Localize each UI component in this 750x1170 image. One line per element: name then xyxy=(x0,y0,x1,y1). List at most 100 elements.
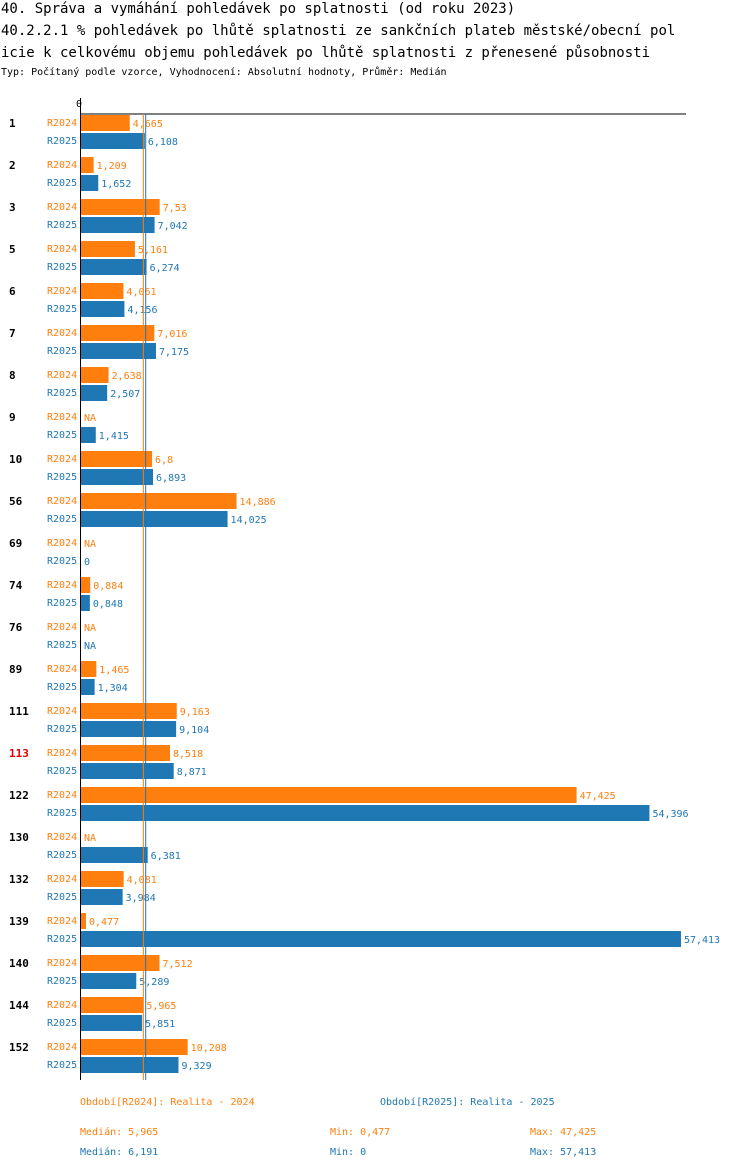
category-label-111: 111 xyxy=(9,705,29,718)
value-label-r2025-130: 6,381 xyxy=(151,851,181,862)
series-label-r2024-74: R2024 xyxy=(47,580,77,591)
bar-r2025-140 xyxy=(81,973,137,989)
category-label-152: 152 xyxy=(9,1041,29,1054)
series-label-r2025-139: R2025 xyxy=(47,934,77,945)
bar-r2025-1 xyxy=(81,133,145,149)
series-label-r2024-132: R2024 xyxy=(47,874,77,885)
bar-r2025-113 xyxy=(81,763,174,779)
category-label-56: 56 xyxy=(9,495,23,508)
category-label-10: 10 xyxy=(9,453,22,466)
chart-subtitle: Typ: Počítaný podle vzorce, Vyhodnocení:… xyxy=(1,67,447,78)
bar-r2024-2 xyxy=(81,157,94,173)
series-label-r2024-144: R2024 xyxy=(47,1000,77,1011)
value-label-r2024-122: 47,425 xyxy=(580,791,616,802)
category-label-2: 2 xyxy=(9,159,16,172)
series-label-r2025-1: R2025 xyxy=(47,136,77,147)
category-label-3: 3 xyxy=(9,201,16,214)
max-r2024: Max: 47,425 xyxy=(530,1127,597,1138)
series-label-r2025-111: R2025 xyxy=(47,724,77,735)
value-label-r2024-6: 4,061 xyxy=(126,287,156,298)
series-label-r2025-74: R2025 xyxy=(47,598,77,609)
bar-r2024-5 xyxy=(81,241,135,257)
series-label-r2024-152: R2024 xyxy=(47,1042,77,1053)
series-label-r2024-6: R2024 xyxy=(47,286,77,297)
bar-r2024-144 xyxy=(81,997,144,1013)
series-label-r2025-5: R2025 xyxy=(47,262,77,273)
value-label-r2025-7: 7,175 xyxy=(159,347,189,358)
bar-r2025-89 xyxy=(81,679,95,695)
series-label-r2024-1: R2024 xyxy=(47,118,77,129)
series-label-r2024-56: R2024 xyxy=(47,496,77,507)
value-label-r2025-144: 5,851 xyxy=(145,1019,175,1030)
value-label-r2024-130: NA xyxy=(84,833,96,844)
value-label-r2024-74: 0,884 xyxy=(93,581,123,592)
category-label-89: 89 xyxy=(9,663,22,676)
series-label-r2025-8: R2025 xyxy=(47,388,77,399)
bar-r2024-6 xyxy=(81,283,124,299)
value-label-r2025-69: 0 xyxy=(84,557,90,568)
bar-r2025-130 xyxy=(81,847,148,863)
legend-r2024: Období[R2024]: Realita - 2024 xyxy=(80,1097,255,1108)
bar-r2025-132 xyxy=(81,889,123,905)
value-label-r2025-74: 0,848 xyxy=(93,599,123,610)
category-label-122: 122 xyxy=(9,789,29,802)
series-label-r2025-113: R2025 xyxy=(47,766,77,777)
series-label-r2025-7: R2025 xyxy=(47,346,77,357)
bar-r2025-5 xyxy=(81,259,147,275)
legend-r2025: Období[R2025]: Realita - 2025 xyxy=(380,1097,555,1108)
bar-r2024-7 xyxy=(81,325,155,341)
series-label-r2024-7: R2024 xyxy=(47,328,77,339)
category-label-7: 7 xyxy=(9,327,16,340)
value-label-r2025-6: 4,156 xyxy=(127,305,157,316)
series-label-r2024-113: R2024 xyxy=(47,748,77,759)
max-r2025: Max: 57,413 xyxy=(530,1147,597,1158)
value-label-r2025-122: 54,396 xyxy=(652,809,688,820)
series-label-r2024-140: R2024 xyxy=(47,958,77,969)
bar-r2025-3 xyxy=(81,217,155,233)
series-label-r2025-130: R2025 xyxy=(47,850,77,861)
series-label-r2024-122: R2024 xyxy=(47,790,77,801)
series-label-r2024-69: R2024 xyxy=(47,538,77,549)
series-label-r2024-9: R2024 xyxy=(47,412,77,423)
value-label-r2024-144: 5,965 xyxy=(146,1001,176,1012)
value-label-r2025-1: 6,108 xyxy=(148,137,178,148)
value-label-r2024-76: NA xyxy=(84,623,96,634)
series-label-r2025-10: R2025 xyxy=(47,472,77,483)
bar-r2025-74 xyxy=(81,595,90,611)
value-label-r2025-2: 1,652 xyxy=(101,179,131,190)
bar-r2025-9 xyxy=(81,427,96,443)
value-label-r2024-56: 14,886 xyxy=(240,497,276,508)
category-label-139: 139 xyxy=(9,915,29,928)
series-label-r2024-89: R2024 xyxy=(47,664,77,675)
series-label-r2024-2: R2024 xyxy=(47,160,77,171)
bar-r2024-74 xyxy=(81,577,91,593)
value-label-r2025-140: 5,289 xyxy=(139,977,169,988)
bar-r2024-122 xyxy=(81,787,577,803)
value-label-r2024-111: 9,163 xyxy=(180,707,210,718)
series-label-r2025-6: R2025 xyxy=(47,304,77,315)
series-label-r2025-3: R2025 xyxy=(47,220,77,231)
series-label-r2024-130: R2024 xyxy=(47,832,77,843)
category-label-9: 9 xyxy=(9,411,16,424)
value-label-r2025-10: 6,893 xyxy=(156,473,186,484)
series-label-r2025-152: R2025 xyxy=(47,1060,77,1071)
series-label-r2024-139: R2024 xyxy=(47,916,77,927)
bar-r2025-56 xyxy=(81,511,228,527)
category-label-140: 140 xyxy=(9,957,29,970)
series-label-r2025-140: R2025 xyxy=(47,976,77,987)
value-label-r2025-111: 9,104 xyxy=(179,725,209,736)
series-label-r2024-3: R2024 xyxy=(47,202,77,213)
value-label-r2024-8: 2,638 xyxy=(112,371,142,382)
value-label-r2024-69: NA xyxy=(84,539,96,550)
value-label-r2024-9: NA xyxy=(84,413,96,424)
category-label-130: 130 xyxy=(9,831,29,844)
series-label-r2024-76: R2024 xyxy=(47,622,77,633)
series-label-r2025-56: R2025 xyxy=(47,514,77,525)
series-label-r2025-132: R2025 xyxy=(47,892,77,903)
value-label-r2025-113: 8,871 xyxy=(177,767,207,778)
value-label-r2025-3: 7,042 xyxy=(158,221,188,232)
bar-r2024-139 xyxy=(81,913,86,929)
value-label-r2024-1: 4,665 xyxy=(133,119,163,130)
bar-chart: 0 1 R2024 4,665 R2025 6,108 2 R2024 1,209 R2025 1,… xyxy=(9,98,720,1080)
bar-r2025-6 xyxy=(81,301,125,317)
